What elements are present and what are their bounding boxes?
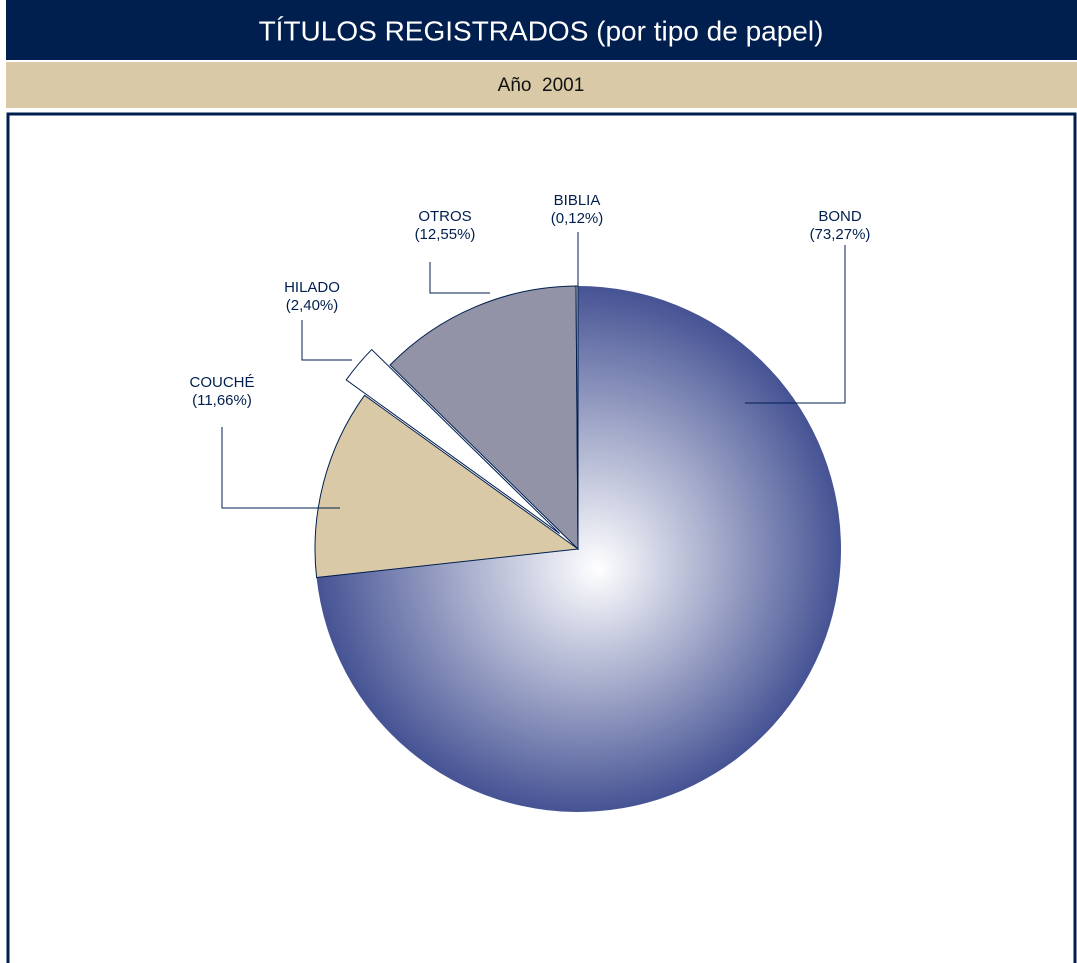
chart-title: TÍTULOS REGISTRADOS (por tipo de papel) bbox=[259, 15, 824, 46]
slice-label: OTROS bbox=[418, 208, 471, 225]
leader-line bbox=[221, 427, 340, 509]
leader-line bbox=[301, 320, 352, 361]
slice-label: COUCHÉ bbox=[189, 374, 254, 391]
frame bbox=[6, 112, 1077, 963]
slice-label: BOND bbox=[818, 208, 862, 225]
slice-value-label: (73,27%) bbox=[810, 226, 871, 243]
leader-line bbox=[429, 262, 490, 294]
title-bar bbox=[6, 0, 1077, 60]
pie-slice bbox=[389, 285, 579, 551]
chart-subtitle: Año 2001 bbox=[498, 75, 585, 96]
pie-slice bbox=[345, 348, 560, 534]
slice-value-label: (2,40%) bbox=[286, 297, 339, 314]
slice-label: BIBLIA bbox=[554, 192, 601, 209]
slice-value-label: (11,66%) bbox=[192, 392, 252, 409]
leader-line bbox=[745, 245, 846, 404]
subtitle-bar bbox=[6, 62, 1077, 108]
slice-label: HILADO bbox=[284, 279, 340, 296]
slice-value-label: (12,55%) bbox=[415, 226, 476, 243]
slice-value-label: (0,12%) bbox=[551, 210, 604, 227]
pie-slice bbox=[314, 394, 580, 579]
